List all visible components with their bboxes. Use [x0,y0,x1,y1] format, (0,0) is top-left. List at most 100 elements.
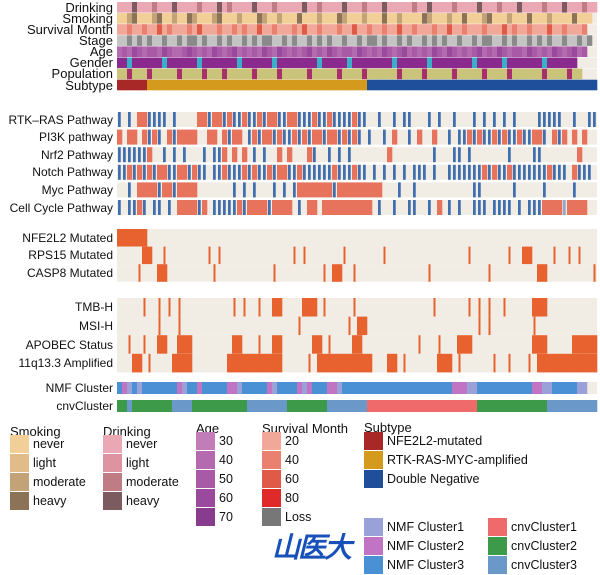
cell [332,164,338,180]
cell [232,382,238,394]
cell [307,200,313,215]
cell [328,147,331,163]
cell [522,382,528,394]
cell [512,400,518,412]
cell [237,2,243,13]
cell [342,353,348,373]
cell [362,353,368,373]
cell [257,382,263,394]
cell [357,182,363,198]
cell [442,35,448,46]
cell [387,353,393,373]
cell [232,335,238,354]
cell [502,57,508,69]
cell [277,298,283,317]
cell [127,68,133,80]
cell [542,200,548,215]
cell [152,182,158,198]
cell [522,400,528,412]
cell [367,35,373,46]
cell [142,2,148,13]
cell [123,164,126,180]
cell [242,13,248,24]
cell [473,112,476,127]
cell [392,79,398,91]
cell [307,79,313,91]
cell [262,79,268,91]
cell [152,24,158,35]
legend-label: 20 [285,434,299,448]
cell [277,200,283,215]
cell [542,46,548,57]
cell [347,35,353,46]
cell [413,200,416,215]
cell [307,182,313,198]
cell [277,79,283,91]
cell [472,57,478,69]
cell [267,129,273,145]
cell [267,112,273,127]
cell [467,35,473,46]
cell [292,35,298,46]
cell [192,400,198,412]
cell [133,200,136,215]
cell [547,200,553,215]
cell [557,24,563,35]
legend-swatch [196,470,215,488]
cell [287,382,293,394]
cell [487,57,493,69]
cell [142,129,148,145]
row-bg-nrf2-pathway [117,147,597,163]
cell [252,24,258,35]
cell [127,13,133,24]
cell [463,129,466,145]
cell [317,335,323,354]
legend-swatch [196,508,215,526]
cell [132,46,138,57]
cell [467,13,473,24]
cell [257,353,263,373]
cell [207,68,213,80]
cell [442,24,448,35]
cell [322,353,328,373]
cell [322,24,328,35]
cell [542,35,548,46]
cell [252,68,258,80]
cell [352,35,358,46]
cell [132,229,138,247]
cell [528,129,531,145]
cell [332,200,338,215]
cell [572,24,578,35]
cell [138,147,141,163]
cell [362,46,368,57]
cell [277,382,283,394]
cell [592,79,598,91]
cell [152,68,158,80]
cell [337,400,343,412]
cell [412,79,418,91]
cell [352,112,358,127]
cell [377,382,383,394]
cell [517,382,523,394]
cell [447,57,453,69]
cell [177,353,183,373]
cell [457,68,463,80]
cell [352,164,358,180]
cell [277,35,283,46]
cell [312,335,318,354]
cell [507,46,513,57]
cell [477,57,483,69]
row-bg-nfe2l2-mutated [117,229,597,247]
cell [467,382,473,394]
cell [588,112,591,127]
cell [142,68,148,80]
legend-label: light [33,456,56,470]
cell [302,68,308,80]
cell [412,2,418,13]
cell [227,112,233,127]
cell [132,79,138,91]
row-label-cell-cycle-pathway: Cell Cycle Pathway [9,200,113,215]
cell [502,79,508,91]
cell [227,13,233,24]
cell [342,13,348,24]
